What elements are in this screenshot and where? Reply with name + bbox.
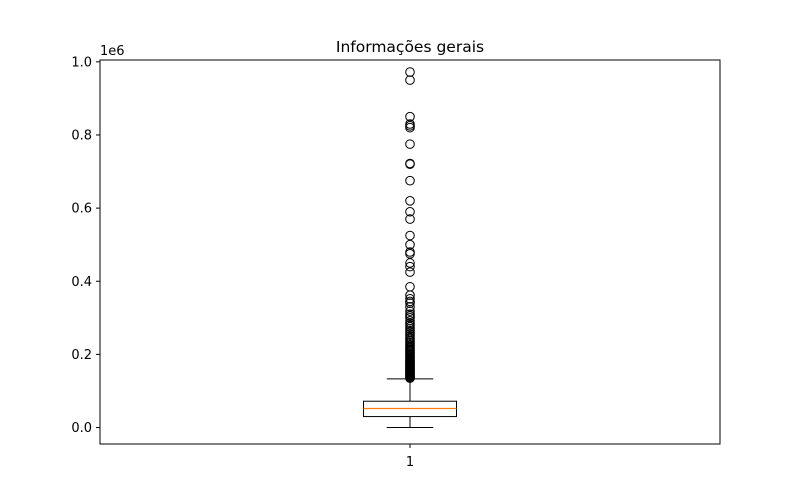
y-axis-offset-label: 1e6 [100, 44, 125, 59]
outlier-point [405, 121, 415, 131]
outlier-point [405, 281, 415, 292]
x-tick-label: 1 [406, 455, 414, 470]
x-axis: 1 [406, 444, 414, 470]
outlier-point [405, 309, 415, 319]
y-axis: 0.0 0.2 0.4 0.6 0.8 1.0 [71, 55, 100, 436]
outlier-point [405, 258, 415, 268]
y-tick-label: 0.2 [71, 348, 92, 363]
y-tick-label: 0.6 [71, 202, 92, 217]
outlier-point [405, 315, 415, 326]
y-tick-label: 0.4 [71, 275, 92, 290]
outlier-point [405, 296, 415, 307]
outlier-point [405, 239, 415, 250]
y-tick-label: 0.0 [71, 421, 92, 436]
outlier-point [405, 175, 415, 186]
outlier-point [405, 261, 415, 272]
outlier-point [405, 267, 415, 277]
outlier-point [405, 214, 415, 224]
outlier-point [405, 249, 415, 259]
outlier-point [405, 294, 415, 304]
outlier-point [405, 75, 415, 85]
chart-title: Informações gerais [336, 38, 484, 56]
y-tick-label: 1.0 [71, 55, 92, 70]
outlier-point [405, 196, 415, 206]
y-tick-label: 0.8 [71, 128, 92, 143]
outlier-point [405, 67, 415, 77]
box-group [363, 67, 457, 429]
plot-area [363, 67, 457, 429]
outlier-point [405, 302, 415, 312]
outlier-point [405, 206, 415, 217]
outlier-point [405, 111, 415, 122]
outlier-point [405, 247, 415, 257]
outlier-point [405, 119, 415, 129]
outlier-point [405, 158, 415, 169]
outlier-point [405, 306, 415, 317]
outlier-point [405, 318, 415, 329]
outlier-point [405, 159, 415, 170]
outlier-point [405, 139, 415, 149]
outlier-point [405, 230, 415, 241]
